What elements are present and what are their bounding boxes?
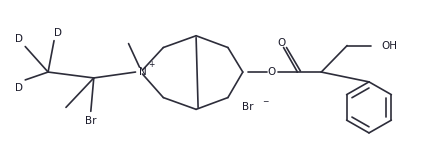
Text: +: + (148, 60, 155, 69)
Text: Br: Br (242, 102, 253, 112)
Text: N: N (138, 67, 147, 77)
Text: D: D (54, 28, 62, 38)
Text: −: − (262, 97, 268, 106)
Text: D: D (15, 83, 23, 93)
Text: O: O (268, 67, 276, 77)
Text: Br: Br (85, 116, 97, 126)
Text: D: D (15, 34, 23, 44)
Text: O: O (277, 38, 286, 48)
Text: OH: OH (381, 40, 397, 51)
